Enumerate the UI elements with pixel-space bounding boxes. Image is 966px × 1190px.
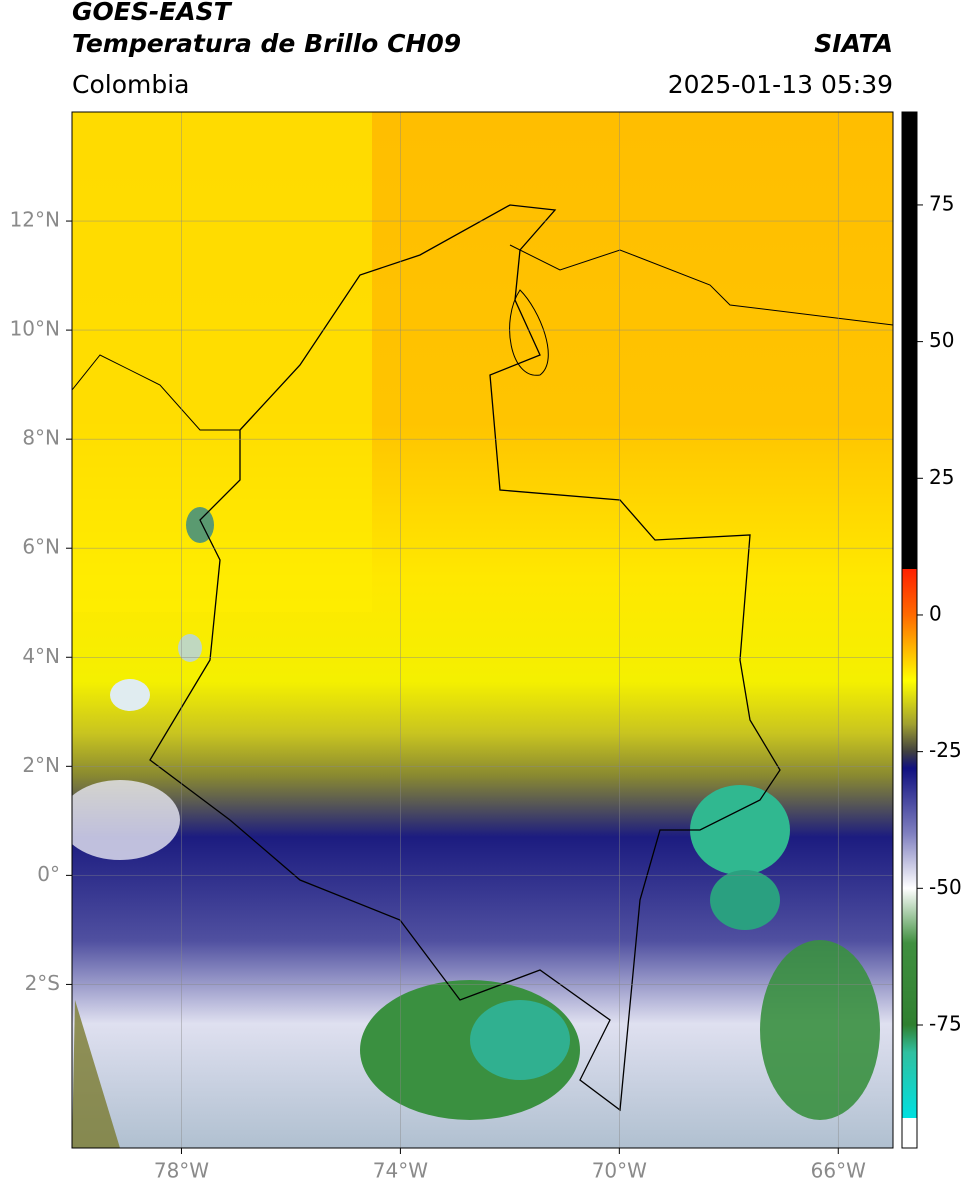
map-frame [71,111,894,1149]
region: Colombia [72,70,189,99]
y-tick-label: 10°N [10,317,60,341]
colorbar-tick-label: 50 [929,328,954,352]
source: SIATA [814,29,893,58]
colorbar-tick-label: -25 [929,738,962,762]
colorbar-tick-label: 25 [929,465,954,489]
colorbar-tick-label: 0 [929,601,942,625]
title: GOES-EAST [72,0,233,26]
subtitle: Temperatura de Brillo CH09 [72,29,461,58]
x-tick-label: 78°W [154,1159,209,1183]
colorbar [901,111,918,1149]
colorbar-tick-label: -50 [929,875,962,899]
datetime: 2025-01-13 05:39 [668,70,893,99]
y-tick-label: 12°N [10,208,60,232]
colorbar-tick-label: 75 [929,191,954,215]
x-tick-label: 70°W [592,1159,647,1183]
y-tick-label: 8°N [22,426,60,450]
y-tick-label: 2°N [22,753,60,777]
x-tick-label: 66°W [811,1159,866,1183]
y-tick-label: 4°N [22,644,60,668]
y-tick-label: 2°S [25,971,60,995]
x-tick-label: 74°W [373,1159,428,1183]
y-tick-label: 0° [37,862,60,886]
y-tick-label: 6°N [22,535,60,559]
colorbar-tick-label: -75 [929,1011,962,1035]
satellite-image [72,112,893,1148]
